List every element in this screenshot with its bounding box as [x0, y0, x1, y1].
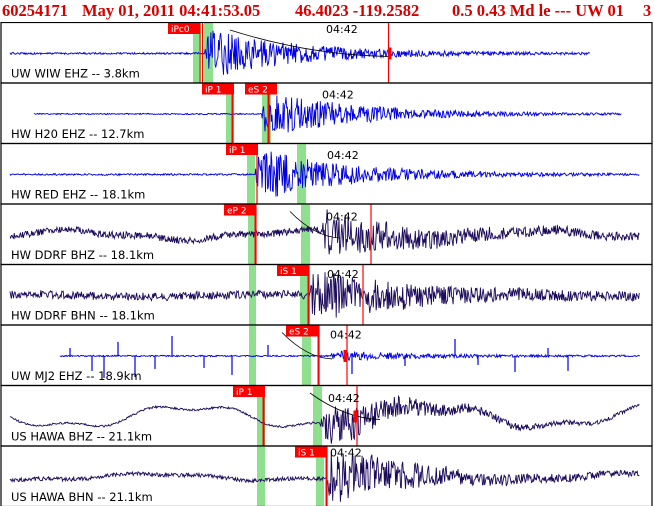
theoretical-arrival-curve — [289, 211, 341, 239]
pick-window-band — [302, 325, 311, 385]
pick-label: iS 1 — [298, 449, 315, 459]
time-label: 04:42 — [327, 268, 359, 281]
pick-label: iP 1 — [229, 146, 246, 156]
pick-window-band — [257, 446, 265, 506]
time-label: 04:42 — [330, 329, 362, 342]
seismogram-panels: iPc0 04:42 UW WIW EHZ -- 3.8km iP 1 eS 2 04:4… — [0, 22, 653, 506]
pick-label-box — [224, 204, 256, 216]
time-label: 04:42 — [328, 392, 360, 405]
pick-window-band — [262, 83, 271, 143]
pick-window-band — [300, 265, 309, 325]
seismogram-trace — [9, 209, 640, 255]
pick-label: iPc0 — [171, 25, 190, 35]
pick-label: iP 1 — [205, 86, 222, 96]
seismogram-panel: iS 1 04:42 HW DDRF BHN -- 18.1km — [0, 263, 653, 326]
pick-label-box — [277, 265, 309, 276]
pick-label-box — [295, 446, 327, 458]
pick-window-band — [313, 386, 322, 446]
event-header: 60254171 May 01, 2011 04:41:53.05 46.402… — [0, 0, 655, 22]
event-datetime: May 01, 2011 04:41:53.05 — [82, 1, 261, 20]
seismogram-trace — [9, 451, 640, 502]
theoretical-arrival-curve — [281, 332, 333, 360]
page-number: 3 — [643, 1, 652, 20]
event-magnitude: 0.5 0.43 Md le --- UW 01 — [452, 1, 625, 20]
pick-label-box — [245, 83, 277, 95]
pick-marker — [388, 47, 392, 60]
time-label: 04:42 — [326, 211, 358, 224]
time-label: 04:42 — [326, 23, 358, 36]
station-label: HW H20 EHZ -- 12.7km — [11, 127, 144, 141]
pick-label-box — [226, 144, 258, 155]
pick-label: eP 2 — [227, 207, 247, 217]
pick-window-band — [247, 144, 255, 204]
seismogram-panel: iPc0 04:42 UW WIW EHZ -- 3.8km — [0, 22, 653, 84]
event-id: 60254171 — [2, 1, 68, 20]
pick-window-band — [257, 386, 265, 446]
pick-window-band — [297, 144, 306, 204]
time-label: 04:42 — [327, 149, 359, 162]
pick-label-box — [168, 23, 200, 34]
seismogram-trace — [9, 151, 640, 197]
seismogram-panel: iP 1 04:42 US HAWA BHZ -- 21.1km — [0, 384, 653, 447]
pick-label-box — [233, 386, 265, 397]
station-label: HW RED EHZ -- 18.1km — [11, 188, 145, 202]
station-label: UW MJ2 EHZ -- 18.9km — [11, 369, 142, 383]
seismogram-trace — [33, 95, 622, 133]
theoretical-arrival-curve — [229, 29, 391, 57]
station-label: US HAWA BHZ -- 21.1km — [11, 430, 152, 444]
pick-label: eS 2 — [248, 86, 268, 96]
time-label: 04:42 — [322, 89, 354, 102]
pick-label: eS 2 — [289, 328, 309, 338]
time-label: 04:42 — [330, 447, 362, 460]
pick-label-box — [286, 325, 318, 337]
seismogram-trace — [9, 30, 590, 75]
seismogram-panel: eS 2 04:42 UW MJ2 EHZ -- 18.9km — [0, 324, 653, 387]
panel-frame — [0, 445, 653, 506]
pick-window-band — [226, 83, 233, 143]
seismogram-panel: iP 1 eS 2 04:42 HW H20 EHZ -- 12.7km — [0, 82, 653, 145]
station-label: HW DDRF BHZ -- 18.1km — [11, 248, 154, 262]
pick-label: iS 1 — [280, 267, 297, 277]
pick-marker — [343, 349, 347, 362]
seismogram-trace — [9, 394, 640, 444]
pick-marker — [353, 410, 357, 423]
station-label: HW DDRF BHN -- 18.1km — [11, 309, 155, 323]
station-label: US HAWA BHN -- 21.1km — [11, 490, 153, 504]
pick-window-band — [249, 325, 256, 385]
theoretical-arrival-curve — [309, 392, 381, 420]
seismogram-panel: iS 1 04:42 US HAWA BHN -- 21.1km — [0, 445, 653, 506]
pick-window-band — [301, 204, 310, 264]
pick-window-band — [316, 446, 324, 506]
station-label: UW WIW EHZ -- 3.8km — [11, 67, 140, 81]
pick-label-box — [202, 83, 234, 95]
event-location: 46.4023 -119.2582 — [295, 1, 420, 20]
seismogram-trace — [9, 272, 640, 318]
pick-label: iP 1 — [236, 388, 253, 398]
seismogram-panel: iP 1 04:42 HW RED EHZ -- 18.1km — [0, 142, 653, 205]
seismogram-trace — [59, 350, 640, 362]
seismogram-panel: eP 2 04:42 HW DDRF BHZ -- 18.1km — [0, 203, 653, 266]
